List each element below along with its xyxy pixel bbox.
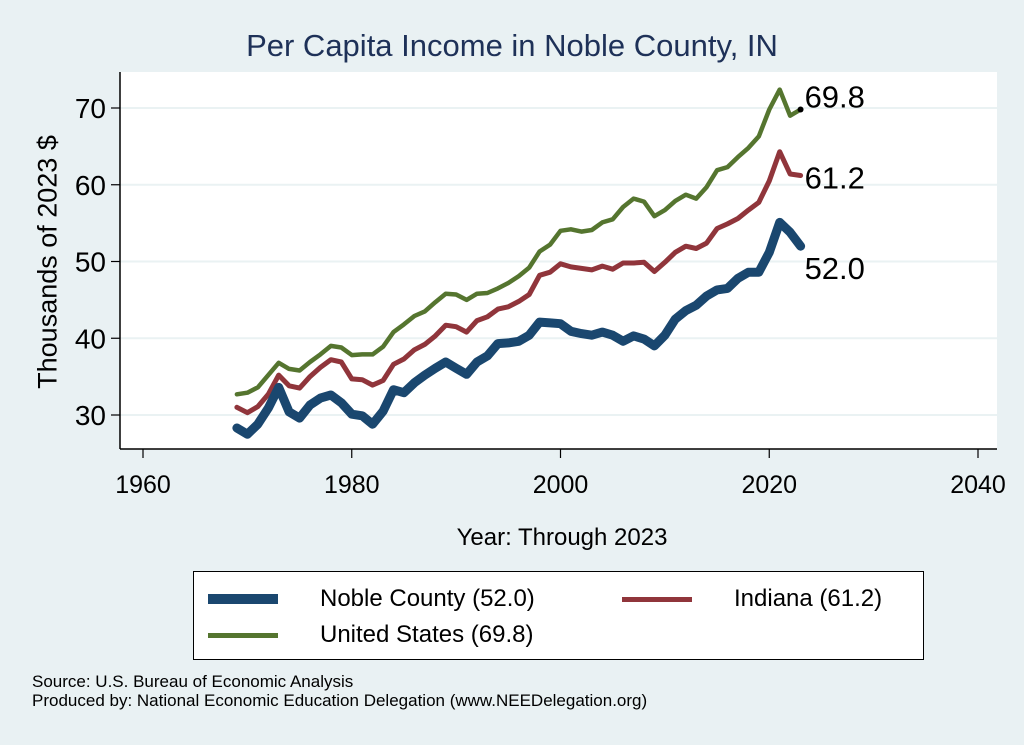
legend-label-noble-county: Noble County (52.0) <box>320 585 535 612</box>
legend: Noble County (52.0) Indiana (61.2) Unite… <box>193 571 924 660</box>
legend-swatch-united-states <box>208 632 278 638</box>
end-label-noble-county: 52.0 <box>805 251 865 286</box>
axes <box>119 72 997 450</box>
x-axis-ticks: 1960 1980 2000 2020 2040 <box>115 449 1006 499</box>
y-axis-label: Thousands of 2023 $ <box>32 135 63 389</box>
legend-swatch-noble-county <box>208 594 278 604</box>
x-tick-label: 2040 <box>950 471 1006 499</box>
end-label-united-states: 69.8 <box>805 80 865 115</box>
x-tick-label: 2000 <box>533 471 589 499</box>
x-axis-label: Year: Through 2023 <box>456 524 668 551</box>
y-tick-label: 60 <box>75 170 106 201</box>
y-tick-label: 70 <box>75 93 106 124</box>
series-line-noble-county <box>232 217 806 439</box>
legend-label-indiana: Indiana (61.2) <box>734 585 883 612</box>
footer: Source: U.S. Bureau of Economic Analysis… <box>32 672 647 710</box>
x-tick-label: 2020 <box>741 471 797 499</box>
series-line-indiana <box>234 149 804 416</box>
series-lines <box>232 87 806 439</box>
legend-item-indiana: Indiana (61.2) <box>622 585 882 613</box>
end-marker-united-states <box>797 106 804 113</box>
y-axis-ticks: 30 40 50 60 70 <box>75 93 120 431</box>
end-labels: 69.8 61.2 52.0 <box>797 80 865 286</box>
y-tick-label: 40 <box>75 323 106 354</box>
chart-title: Per Capita Income in Noble County, IN <box>246 28 778 63</box>
end-label-indiana: 61.2 <box>805 161 865 196</box>
y-tick-label: 30 <box>75 400 106 431</box>
x-tick-label: 1960 <box>115 471 171 499</box>
y-tick-label: 50 <box>75 247 106 278</box>
series-line-united-states <box>234 87 803 397</box>
legend-swatch-indiana <box>622 596 692 602</box>
legend-item-united-states: United States (69.8) <box>208 621 533 649</box>
x-tick-label: 1980 <box>324 471 380 499</box>
source-note: Source: U.S. Bureau of Economic Analysis <box>32 672 354 691</box>
legend-label-united-states: United States (69.8) <box>320 621 534 648</box>
legend-item-noble-county: Noble County (52.0) <box>208 585 535 613</box>
produced-by-note: Produced by: National Economic Education… <box>32 691 648 710</box>
